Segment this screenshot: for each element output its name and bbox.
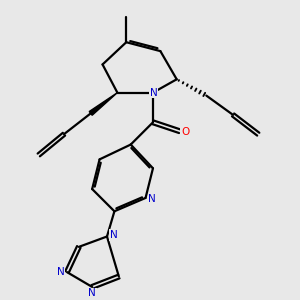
Text: N: N [56,267,64,277]
Text: N: N [110,230,117,240]
Text: O: O [181,127,189,137]
Text: N: N [148,194,156,204]
Polygon shape [89,93,117,115]
Text: N: N [150,88,158,98]
Text: N: N [88,289,96,298]
